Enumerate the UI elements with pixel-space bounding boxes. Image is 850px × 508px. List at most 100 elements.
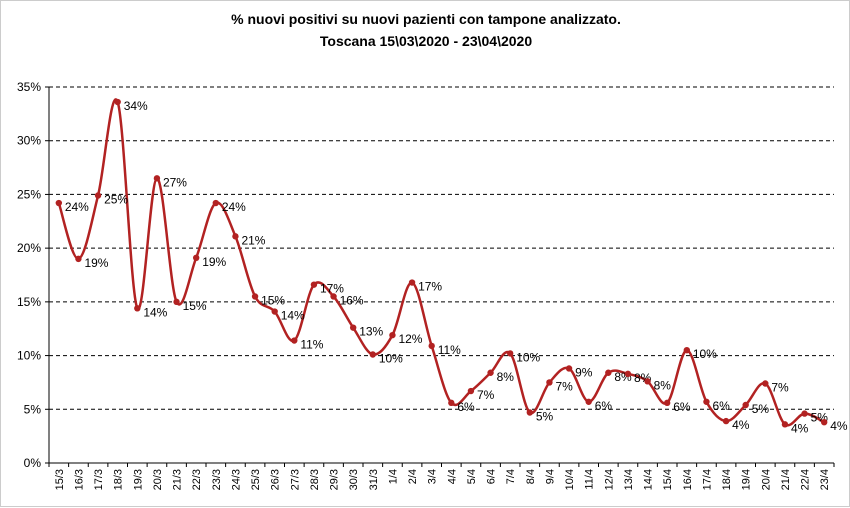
x-tick-label: 1/4: [387, 469, 399, 484]
data-point: [546, 379, 553, 386]
data-point: [349, 324, 357, 331]
x-tick-label: 8/4: [525, 469, 537, 484]
data-label: 12%: [398, 332, 422, 346]
data-label: 16%: [340, 293, 364, 307]
x-tick-label: 18/4: [721, 469, 733, 490]
y-tick-label: 0%: [24, 456, 42, 470]
data-point: [330, 293, 337, 300]
x-tick-label: 3/4: [427, 469, 439, 484]
data-point: [742, 401, 749, 409]
data-label: 5%: [752, 402, 770, 416]
x-tick-label: 25/3: [250, 469, 262, 490]
x-tick-label: 20/4: [760, 469, 772, 490]
data-label: 6%: [595, 399, 613, 413]
data-point: [389, 331, 396, 339]
data-label: 10%: [693, 347, 717, 361]
data-point: [232, 233, 239, 240]
data-point: [644, 378, 651, 385]
data-point: [271, 308, 278, 315]
x-tick-label: 2/4: [407, 469, 419, 484]
data-label: 25%: [104, 193, 128, 207]
data-point: [114, 98, 121, 106]
x-tick-label: 13/4: [623, 469, 635, 490]
series-line: [57, 98, 825, 427]
data-point: [369, 351, 377, 358]
x-tick-label: 15/3: [54, 469, 66, 490]
x-tick-label: 22/4: [800, 469, 812, 490]
chart-subtitle: Toscana 15\03\2020 - 23\04\2020: [319, 33, 533, 49]
data-label: 6%: [457, 400, 475, 414]
x-tick-label: 5/4: [466, 469, 478, 484]
data-point: [820, 418, 828, 426]
data-label: 19%: [202, 255, 226, 269]
data-point: [212, 199, 220, 207]
data-label: 34%: [124, 99, 148, 113]
data-point: [467, 387, 475, 395]
data-point: [55, 199, 63, 207]
x-tick-label: 27/3: [289, 469, 301, 490]
y-tick-label: 5%: [24, 402, 42, 416]
data-label: 27%: [163, 175, 187, 189]
data-point: [408, 279, 416, 286]
data-label: 8%: [497, 370, 515, 384]
data-point: [506, 350, 514, 357]
data-label: 8%: [654, 378, 672, 392]
x-tick-label: 12/4: [603, 469, 615, 490]
data-point: [291, 337, 298, 344]
x-tick-label: 19/4: [741, 469, 753, 490]
data-label: 19%: [84, 256, 108, 270]
data-label: 15%: [183, 299, 207, 313]
x-tick-label: 21/3: [172, 469, 184, 490]
data-label: 10%: [379, 351, 403, 365]
data-label: 5%: [536, 410, 554, 424]
y-tick-label: 35%: [17, 80, 41, 94]
data-point: [94, 192, 102, 199]
data-label: 24%: [65, 200, 89, 214]
x-tick-label: 16/4: [682, 469, 694, 490]
x-tick-label: 23/4: [819, 469, 831, 490]
data-point: [585, 398, 592, 405]
data-point: [781, 421, 789, 428]
x-tick-label: 26/3: [270, 469, 282, 490]
x-tick-label: 18/3: [113, 469, 125, 490]
x-tick-label: 28/3: [309, 469, 321, 490]
x-tick-label: 10/4: [564, 469, 576, 490]
data-point: [624, 370, 632, 378]
data-label: 17%: [418, 280, 442, 294]
x-tick-label: 15/4: [662, 469, 674, 490]
x-tick-label: 17/4: [701, 469, 713, 490]
data-label: 6%: [712, 399, 730, 413]
data-point: [605, 369, 612, 376]
y-tick-label: 25%: [17, 187, 41, 201]
data-point: [251, 293, 259, 300]
data-point: [663, 399, 671, 407]
data-point: [526, 409, 534, 416]
data-label: 24%: [222, 200, 246, 214]
x-tick-label: 6/4: [486, 469, 498, 484]
data-point: [487, 369, 494, 376]
data-point: [722, 417, 730, 425]
data-label: 15%: [261, 293, 285, 307]
data-point: [192, 254, 200, 262]
x-tick-label: 29/3: [329, 469, 341, 490]
x-tick-label: 22/3: [191, 469, 203, 490]
data-label: 6%: [673, 400, 691, 414]
x-tick-label: 17/3: [93, 469, 105, 490]
x-tick-label: 24/3: [230, 469, 242, 490]
chart-title: % nuovi positivi su nuovi pazienti con t…: [231, 11, 621, 27]
data-point: [428, 342, 435, 350]
data-label: 4%: [830, 419, 848, 433]
data-label: 13%: [359, 325, 383, 339]
x-tick-label: 30/3: [348, 469, 360, 490]
data-point: [75, 255, 82, 263]
data-label: 9%: [575, 365, 593, 379]
data-point: [683, 347, 691, 354]
data-point: [134, 305, 141, 312]
data-label: 10%: [516, 350, 540, 364]
data-point: [801, 410, 808, 417]
x-tick-label: 20/3: [152, 469, 164, 490]
data-point: [173, 298, 180, 306]
y-tick-label: 15%: [17, 295, 41, 309]
